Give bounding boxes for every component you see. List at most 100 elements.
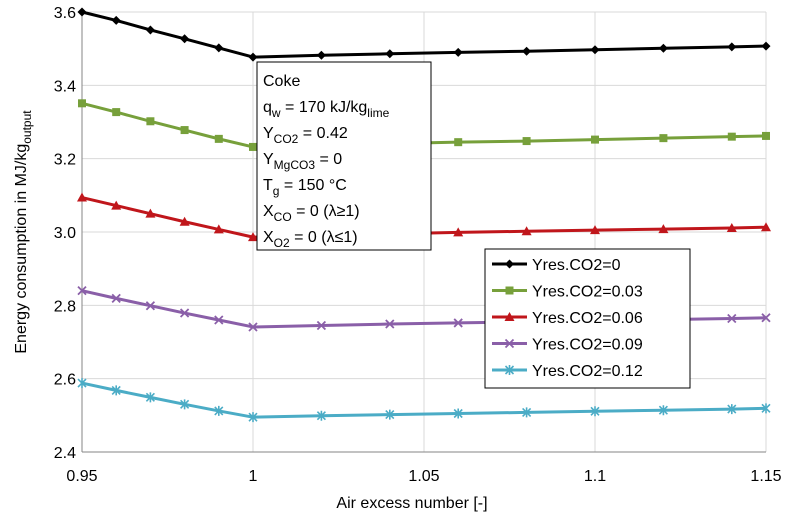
annotation-subscript: CO2 [274, 132, 299, 146]
legend-item: Yres.CO2=0.03 [492, 284, 643, 301]
data-point [145, 25, 155, 35]
series-line [81, 381, 767, 419]
legend: Yres.CO2=0 Yres.CO2=0.03 Yres.CO2=0.06 Yres… [484, 248, 691, 389]
annotation-line: Coke [263, 73, 300, 90]
y-tick-label: 3.2 [54, 152, 76, 169]
data-point [180, 126, 189, 135]
annotation-text: = 150 °C [279, 177, 346, 194]
y-tick-label: 3.6 [54, 5, 76, 22]
data-point [248, 412, 258, 423]
annotation-text: Y [263, 125, 274, 142]
axes: 2.4 2.6 2.8 3.0 3.2 3.4 3.6 0.95 1 1.05 1.1 1.15 [54, 5, 782, 485]
annotation-text: = 0 [315, 151, 342, 168]
annotation-subscript: w [271, 106, 281, 120]
data-point [180, 34, 190, 44]
data-point [77, 192, 87, 202]
y-tick-label: 3.4 [54, 78, 76, 95]
y-tick-label: 2.8 [54, 298, 76, 315]
data-point [453, 47, 463, 57]
x-tick-label: 0.95 [66, 468, 97, 485]
data-point [146, 117, 155, 126]
annotation-text: = 0 (λ≥1) [292, 203, 360, 220]
data-point [453, 408, 463, 419]
y-tick-label: 3.0 [54, 225, 76, 242]
legend-label: Yres.CO2=0 [532, 257, 621, 274]
data-point [179, 308, 190, 318]
data-point [77, 378, 87, 389]
data-point [761, 41, 771, 51]
data-point [248, 322, 258, 332]
legend-label: Yres.CO2=0.03 [532, 284, 643, 301]
annotation-subscript: g [273, 184, 280, 198]
data-point [214, 315, 224, 325]
legend-item: Yres.CO2=0.12 [492, 363, 643, 380]
y-tick-label: 2.6 [54, 372, 76, 389]
legend-label: Yres.CO2=0.06 [532, 310, 643, 327]
data-point [727, 404, 737, 415]
data-point [659, 134, 668, 143]
annotation-line: YCO2 = 0.42 [263, 125, 348, 146]
annotation-subscript: lime [367, 106, 389, 120]
annotation-text: X [263, 229, 274, 246]
y-tick-label: 2.4 [54, 445, 76, 462]
data-point [78, 99, 86, 108]
x-tick-label: 1.1 [584, 468, 606, 485]
annotation-subscript: O2 [274, 236, 290, 250]
data-point [727, 132, 736, 141]
annotation-text: Coke [263, 73, 300, 90]
annotation-subscript: MgCO3 [274, 158, 316, 172]
legend-swatch-marker [505, 259, 514, 269]
data-point [145, 301, 156, 311]
data-point [111, 200, 122, 210]
data-point [179, 216, 190, 226]
legend-item: Yres.CO2=0.06 [492, 310, 643, 327]
annotation-line: XO2 = 0 (λ≤1) [263, 229, 358, 250]
data-point [316, 320, 327, 331]
data-point [112, 108, 121, 117]
legend-swatch-marker [505, 286, 514, 295]
data-point [522, 137, 531, 146]
annotation-frame [256, 61, 432, 251]
x-tick-label: 1 [249, 468, 258, 485]
data-point [522, 46, 532, 56]
data-point [590, 45, 600, 55]
data-point [590, 406, 600, 417]
annotation-text: Y [263, 151, 274, 168]
y-axis-title: Energy consumption in MJ/kgoutput [13, 110, 34, 354]
annotation-text: T [263, 177, 273, 194]
data-point [453, 227, 464, 237]
annotation-line: Tg = 150 °C [263, 177, 347, 198]
annotation-text: = 0 (λ≤1) [290, 229, 358, 246]
legend-frame [484, 248, 691, 389]
data-point [590, 225, 600, 235]
legend-swatch-marker [504, 312, 515, 321]
data-point [385, 49, 395, 59]
data-point [214, 405, 224, 416]
series-0 [77, 7, 771, 62]
y-axis-title-sub: output [20, 110, 34, 144]
data-point [248, 52, 258, 62]
data-point [522, 407, 532, 418]
annotation-box: Coke qw = 170 kJ/kglime YCO2 = 0.42 YMgCO3 … [256, 61, 432, 251]
annotation-subscript: CO [274, 210, 292, 224]
data-point [249, 142, 257, 151]
data-point [453, 318, 463, 328]
data-point [658, 224, 669, 234]
data-point [454, 138, 463, 147]
data-point [214, 134, 223, 143]
annotation-text: = 0.42 [298, 125, 347, 142]
legend-label: Yres.CO2=0.12 [532, 363, 643, 380]
data-point [77, 286, 87, 296]
data-point [591, 135, 599, 144]
annotation-text: q [263, 99, 272, 116]
data-point [316, 50, 326, 60]
data-point [77, 7, 87, 17]
annotation-line: YMgCO3 = 0 [263, 151, 342, 172]
annotation-text: = 170 kJ/kg [281, 99, 368, 116]
data-point [385, 409, 395, 420]
annotation-text: X [263, 203, 274, 220]
data-point [214, 43, 224, 53]
annotation-line: qw = 170 kJ/kglime [263, 99, 390, 120]
x-axis-title: Air excess number [-] [336, 495, 487, 512]
